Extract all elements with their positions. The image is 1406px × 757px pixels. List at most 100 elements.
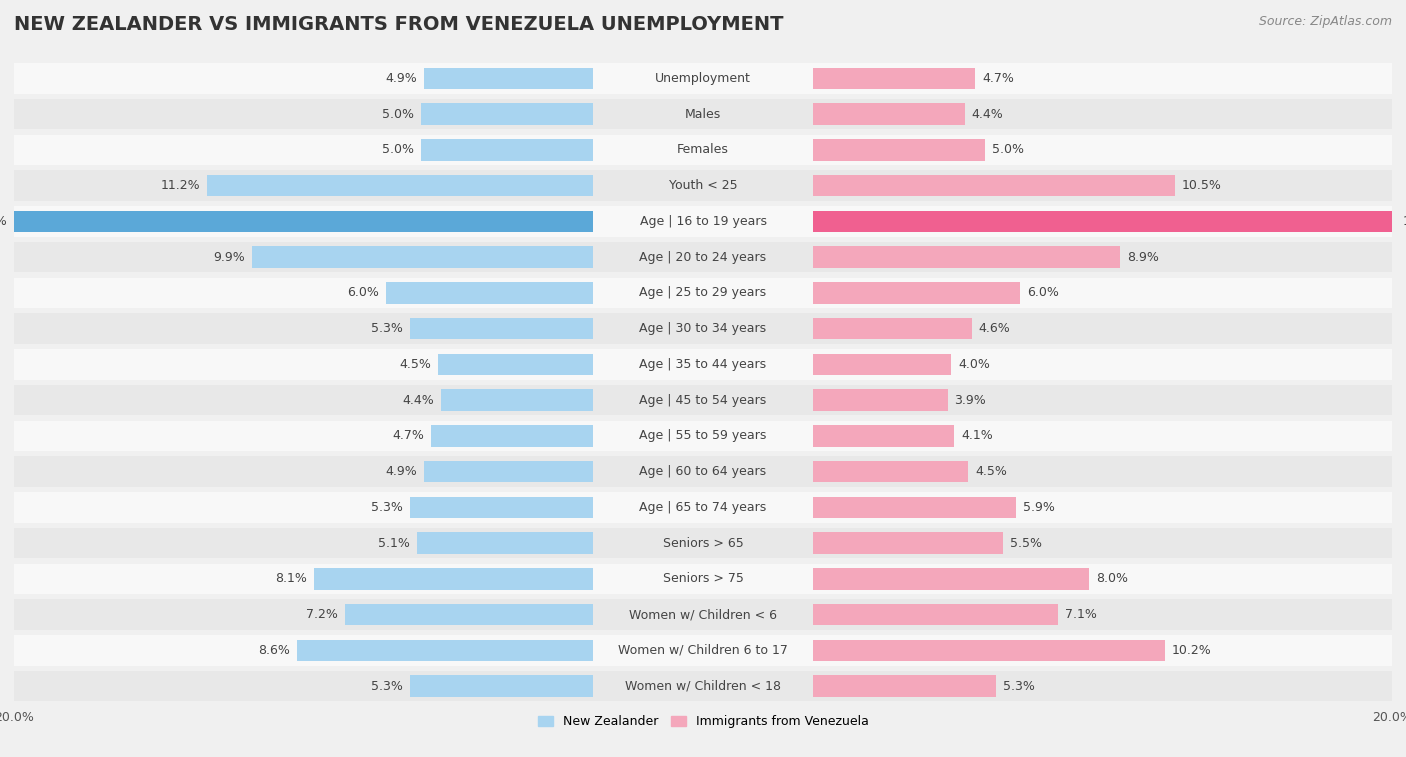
Text: 5.0%: 5.0% [993,143,1025,157]
Bar [387,282,593,304]
Bar [813,497,1017,518]
Text: 5.5%: 5.5% [1010,537,1042,550]
Bar [813,354,950,375]
Bar [14,206,1392,237]
Text: 5.9%: 5.9% [1024,501,1056,514]
Bar [411,497,593,518]
Text: 5.3%: 5.3% [371,322,404,335]
Bar [14,564,1392,594]
Bar [441,389,593,411]
Text: Source: ZipAtlas.com: Source: ZipAtlas.com [1258,15,1392,28]
Text: Age | 20 to 24 years: Age | 20 to 24 years [640,251,766,263]
Bar [14,600,1392,630]
Text: 8.9%: 8.9% [1126,251,1159,263]
Text: 5.0%: 5.0% [381,143,413,157]
Text: 10.5%: 10.5% [1182,179,1222,192]
Text: NEW ZEALANDER VS IMMIGRANTS FROM VENEZUELA UNEMPLOYMENT: NEW ZEALANDER VS IMMIGRANTS FROM VENEZUE… [14,15,783,34]
Text: Age | 16 to 19 years: Age | 16 to 19 years [640,215,766,228]
Bar [14,313,1392,344]
Text: 4.5%: 4.5% [399,358,430,371]
Bar [14,278,1392,308]
Bar [813,532,1002,554]
Bar [314,569,593,590]
Bar [813,175,1175,196]
Text: 4.1%: 4.1% [962,429,993,442]
Text: Youth < 25: Youth < 25 [669,179,737,192]
Text: Age | 55 to 59 years: Age | 55 to 59 years [640,429,766,442]
Bar [297,640,593,661]
Text: 4.7%: 4.7% [392,429,425,442]
Text: Age | 30 to 34 years: Age | 30 to 34 years [640,322,766,335]
Text: Age | 65 to 74 years: Age | 65 to 74 years [640,501,766,514]
Text: 5.1%: 5.1% [378,537,411,550]
Bar [420,104,593,125]
Text: 5.0%: 5.0% [381,107,413,120]
Bar [813,675,995,697]
Bar [14,242,1392,273]
Text: Age | 60 to 64 years: Age | 60 to 64 years [640,465,766,478]
Bar [813,425,955,447]
Bar [14,135,1392,165]
Text: 5.3%: 5.3% [371,680,404,693]
Bar [813,640,1164,661]
Text: 4.6%: 4.6% [979,322,1011,335]
Bar [813,247,1119,268]
Text: Age | 35 to 44 years: Age | 35 to 44 years [640,358,766,371]
Text: 4.4%: 4.4% [972,107,1004,120]
Text: 10.2%: 10.2% [1171,644,1211,657]
Bar [437,354,593,375]
Bar [14,492,1392,522]
Text: Women w/ Children 6 to 17: Women w/ Children 6 to 17 [619,644,787,657]
Text: 6.0%: 6.0% [1026,286,1059,300]
Text: 7.1%: 7.1% [1064,608,1097,621]
Text: 7.2%: 7.2% [307,608,337,621]
Bar [344,604,593,625]
Bar [813,139,986,160]
Text: Males: Males [685,107,721,120]
Bar [14,64,1392,94]
Bar [14,99,1392,129]
Text: 11.2%: 11.2% [160,179,200,192]
Text: 16.8%: 16.8% [0,215,7,228]
Text: 6.0%: 6.0% [347,286,380,300]
Text: Age | 25 to 29 years: Age | 25 to 29 years [640,286,766,300]
Legend: New Zealander, Immigrants from Venezuela: New Zealander, Immigrants from Venezuela [533,710,873,733]
Text: Females: Females [678,143,728,157]
Bar [813,569,1088,590]
Bar [411,318,593,339]
Text: 4.4%: 4.4% [402,394,434,407]
Bar [14,421,1392,451]
Bar [813,210,1395,232]
Bar [14,456,1392,487]
Text: Unemployment: Unemployment [655,72,751,85]
Text: 4.9%: 4.9% [385,465,418,478]
Bar [813,389,948,411]
Text: 4.9%: 4.9% [385,72,418,85]
Bar [420,139,593,160]
Bar [813,67,976,89]
Bar [14,385,1392,416]
Bar [14,349,1392,379]
Text: Women w/ Children < 18: Women w/ Children < 18 [626,680,780,693]
Text: 8.0%: 8.0% [1095,572,1128,585]
Bar [813,604,1057,625]
Bar [425,461,593,482]
Bar [425,67,593,89]
Bar [430,425,593,447]
Bar [813,461,969,482]
Text: 5.3%: 5.3% [371,501,404,514]
Bar [813,282,1019,304]
Text: Seniors > 65: Seniors > 65 [662,537,744,550]
Bar [14,528,1392,559]
Text: 8.6%: 8.6% [257,644,290,657]
Text: 4.5%: 4.5% [976,465,1007,478]
Bar [813,318,972,339]
Text: 3.9%: 3.9% [955,394,986,407]
Bar [252,247,593,268]
Text: 9.9%: 9.9% [214,251,245,263]
Bar [14,170,1392,201]
Text: 8.1%: 8.1% [276,572,307,585]
Bar [14,635,1392,665]
Bar [207,175,593,196]
Bar [14,210,593,232]
